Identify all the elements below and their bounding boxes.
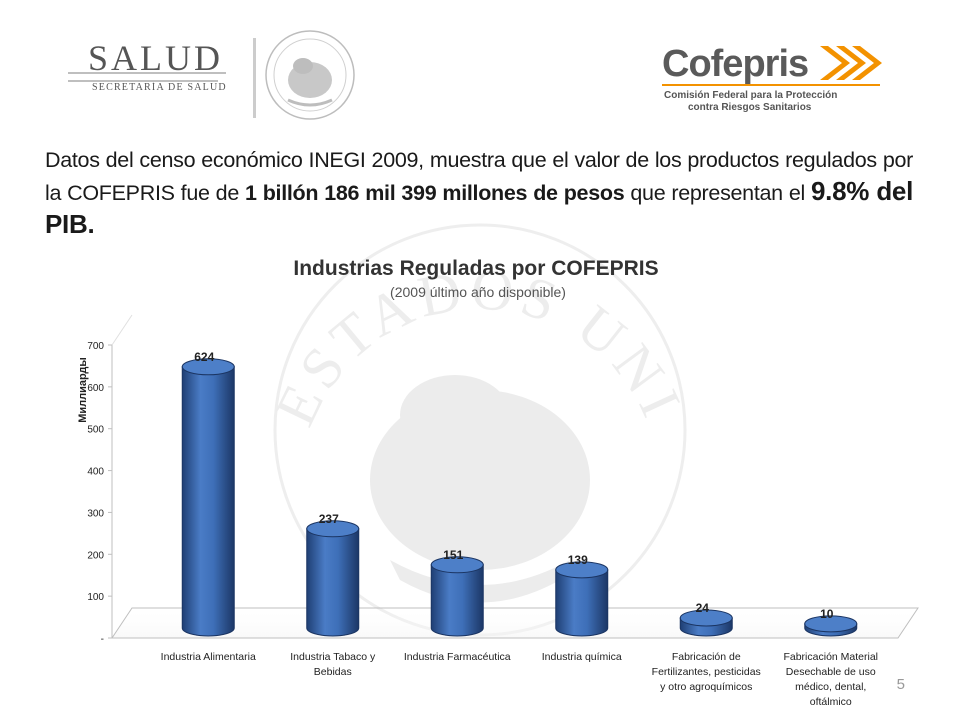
slide-number: 5 <box>896 676 905 693</box>
chart-title: Industrias Reguladas por COFEPRIS <box>293 257 658 280</box>
mexican-seal-icon <box>265 30 355 120</box>
bar-top <box>181 358 235 376</box>
data-label: 151 <box>443 548 463 562</box>
x-tick-label: Fabricación Material <box>783 651 878 663</box>
y-tick-label: 700 <box>87 341 104 352</box>
intro-text: Datos del censo económico INEGI 2009, mu… <box>45 145 913 242</box>
bar-chart: Industrias Reguladas por COFEPRIS (2009 … <box>77 257 919 708</box>
salud-name: SALUD <box>88 38 223 78</box>
watermark-seal: ESTADOS UNIDOS MEXICANOS <box>250 180 690 637</box>
data-label: 139 <box>568 553 588 567</box>
x-tick-label: Fabricación de <box>672 651 741 663</box>
x-tick-label: médico, dental, <box>795 681 866 693</box>
intro-highlight-pib: 9.8% del PIB. <box>45 175 913 239</box>
chevron-arrows-icon <box>820 46 882 80</box>
chart-bars: 624 237 151 139 24 10 <box>181 350 858 637</box>
data-label: 624 <box>194 350 214 364</box>
cofepris-line2: contra Riesgos Sanitarios <box>688 102 812 113</box>
bar: 139 <box>555 553 609 637</box>
x-tick-label: oftálmico <box>810 696 852 708</box>
bar: 24 <box>679 601 733 637</box>
bar-body <box>306 528 360 637</box>
bar-body <box>181 366 235 637</box>
bar-body <box>430 564 484 637</box>
y-tick-label: 600 <box>87 383 104 394</box>
cofepris-line1: Comisión Federal para la Protección <box>664 90 837 101</box>
y-tick-label: 100 <box>87 592 104 603</box>
y-tick-label: 200 <box>87 550 104 561</box>
x-axis-labels: Industria Alimentaria Industria Tabaco y B… <box>161 651 878 708</box>
data-label: 237 <box>319 512 339 526</box>
x-tick-label: Industria Alimentaria <box>161 651 256 663</box>
x-tick-label: Fertilizantes, pesticidas <box>652 666 761 678</box>
cofepris-logo: Cofepris Comisión Federal para la Protec… <box>662 43 882 113</box>
x-tick-label: Industria Tabaco y <box>290 651 376 663</box>
bar: 151 <box>430 548 484 637</box>
salud-logo: SALUD SECRETARÍA DE SALUD <box>68 30 355 120</box>
cofepris-name: Cofepris <box>662 43 808 85</box>
header-logos: SALUD SECRETARÍA DE SALUD Cofepris Comis… <box>0 0 960 125</box>
y-tick-label: - <box>101 634 104 645</box>
bar-top <box>679 609 733 627</box>
y-tick-label: 300 <box>87 508 104 519</box>
bar-top <box>306 520 360 538</box>
bar: 237 <box>306 512 360 637</box>
data-label: 10 <box>820 607 834 621</box>
bar: 624 <box>181 350 235 637</box>
bar-top <box>430 556 484 574</box>
intro-highlight-value: 1 billón 186 mil 399 millones de pesos <box>245 180 625 205</box>
chart-subtitle: (2009 último año disponible) <box>390 284 566 300</box>
bar-body <box>555 569 609 637</box>
salud-subtitle: SECRETARÍA DE SALUD <box>92 81 227 93</box>
y-axis-label: Миллиарды <box>77 357 89 423</box>
x-tick-label: Industria Farmacéutica <box>404 651 511 663</box>
x-tick-label: Industria química <box>542 651 622 663</box>
data-label: 24 <box>696 601 710 615</box>
x-tick-label: Desechable de uso <box>786 666 876 678</box>
bar-top <box>804 615 858 633</box>
y-axis-ticks: - 100 200 300 400 500 600 700 <box>87 341 112 645</box>
x-tick-label: y otro agroquímicos <box>660 681 752 693</box>
back-wall-edge <box>111 314 133 346</box>
bar: 10 <box>804 607 858 637</box>
x-tick-label: Bebidas <box>314 666 352 678</box>
y-tick-label: 500 <box>87 425 104 436</box>
intro-part1: Datos del censo económico INEGI 2009, mu… <box>45 147 913 205</box>
intro-part2: que representan el <box>624 180 811 205</box>
y-tick-label: 400 <box>87 467 104 478</box>
bar-top <box>555 561 609 579</box>
